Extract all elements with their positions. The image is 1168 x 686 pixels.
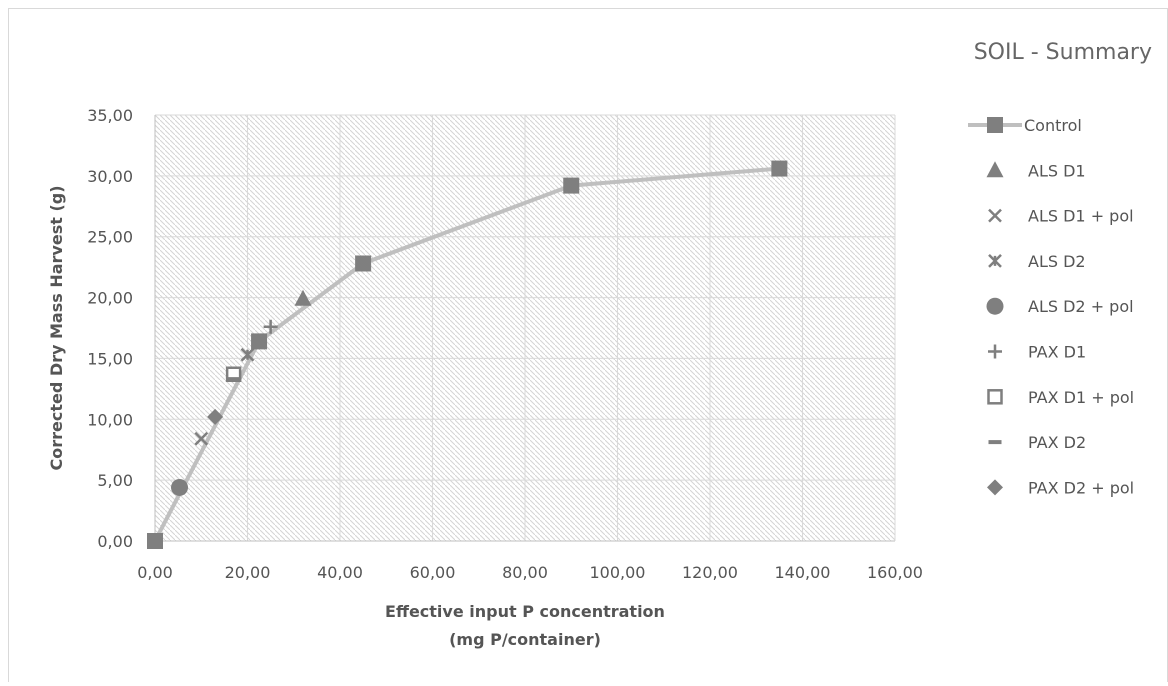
legend-marker [986, 297, 1004, 315]
y-tick-label: 15,00 [87, 349, 133, 368]
data-point-control [355, 255, 372, 272]
data-point-pax-d1 [263, 319, 278, 334]
legend-marker [988, 440, 1002, 445]
x-tick-label: 120,00 [682, 563, 738, 582]
data-point-control [147, 533, 163, 549]
legend-marker [988, 344, 1002, 359]
y-tick-label: 25,00 [87, 228, 133, 247]
legend-marker [986, 161, 1004, 178]
legend-label: ALS D1 + pol [1028, 207, 1134, 226]
legend: Control ALS D1 ALS D1 + pol ALS D2 ALS D2 + … [968, 116, 1134, 497]
y-tick-label: 0,00 [97, 532, 133, 551]
data-point-als-d2 [240, 347, 255, 362]
legend-item-als-d2-pol: ALS D2 + pol [986, 297, 1134, 316]
axes [154, 115, 895, 542]
legend-item-pax-d1: PAX D1 [988, 343, 1086, 362]
data-point-control [563, 177, 580, 194]
x-tick-label: 80,00 [502, 563, 548, 582]
legend-item-als-d1-pol: ALS D1 + pol [988, 207, 1134, 226]
legend-marker [987, 479, 1003, 496]
data-markers [147, 160, 788, 549]
legend-item-als-d1: ALS D1 [986, 161, 1086, 180]
legend-item-pax-d1-pol: PAX D1 + pol [987, 388, 1134, 407]
legend-item-als-d2: ALS D2 [988, 252, 1086, 271]
legend-label: Control [1024, 116, 1082, 135]
data-point-control [771, 160, 788, 177]
tick-labels: 0,00 5,00 10,00 15,00 20,00 25,00 30,00 35,00 0,… [87, 106, 923, 582]
y-tick-label: 10,00 [87, 410, 133, 429]
legend-item-control: Control [968, 116, 1082, 135]
legend-item-pax-d2-pol: PAX D2 + pol [987, 478, 1134, 497]
x-tick-label: 40,00 [317, 563, 363, 582]
legend-item-pax-d2: PAX D2 [988, 433, 1086, 452]
data-point-als-d2-pol [171, 478, 189, 496]
x-tick-label: 140,00 [775, 563, 831, 582]
x-axis-title-line-2: (mg P/container) [449, 630, 601, 649]
legend-marker [988, 254, 1002, 268]
legend-marker [987, 389, 1003, 405]
x-tick-label: 60,00 [410, 563, 456, 582]
x-tick-label: 100,00 [590, 563, 646, 582]
x-tick-label: 20,00 [225, 563, 271, 582]
y-tick-label: 30,00 [87, 167, 133, 186]
data-point-als-d1 [294, 289, 312, 306]
legend-label: ALS D2 [1028, 252, 1086, 271]
legend-label: PAX D2 [1028, 433, 1086, 452]
legend-label: PAX D1 + pol [1028, 388, 1134, 407]
legend-label: ALS D2 + pol [1028, 297, 1134, 316]
y-tick-label: 5,00 [97, 471, 133, 490]
legend-marker [987, 117, 1003, 133]
y-tick-label: 35,00 [87, 106, 133, 125]
data-point-als-d1-pol [194, 431, 209, 446]
x-axis-title-line-1: Effective input P concentration [385, 602, 665, 621]
y-axis-title: Corrected Dry Mass Harvest (g) [47, 185, 66, 470]
data-point-control [251, 333, 268, 350]
data-point-pax-d2 [227, 377, 241, 382]
gridlines [155, 114, 896, 541]
legend-label: PAX D2 + pol [1028, 478, 1134, 497]
data-point-pax-d2-pol [207, 408, 224, 425]
x-tick-label: 160,00 [867, 563, 923, 582]
chart-title: SOIL - Summary [974, 40, 1152, 65]
legend-label: PAX D1 [1028, 343, 1086, 362]
legend-label: ALS D1 [1028, 161, 1086, 180]
x-tick-label: 0,00 [137, 563, 173, 582]
legend-marker [988, 208, 1002, 223]
y-tick-label: 20,00 [87, 289, 133, 308]
